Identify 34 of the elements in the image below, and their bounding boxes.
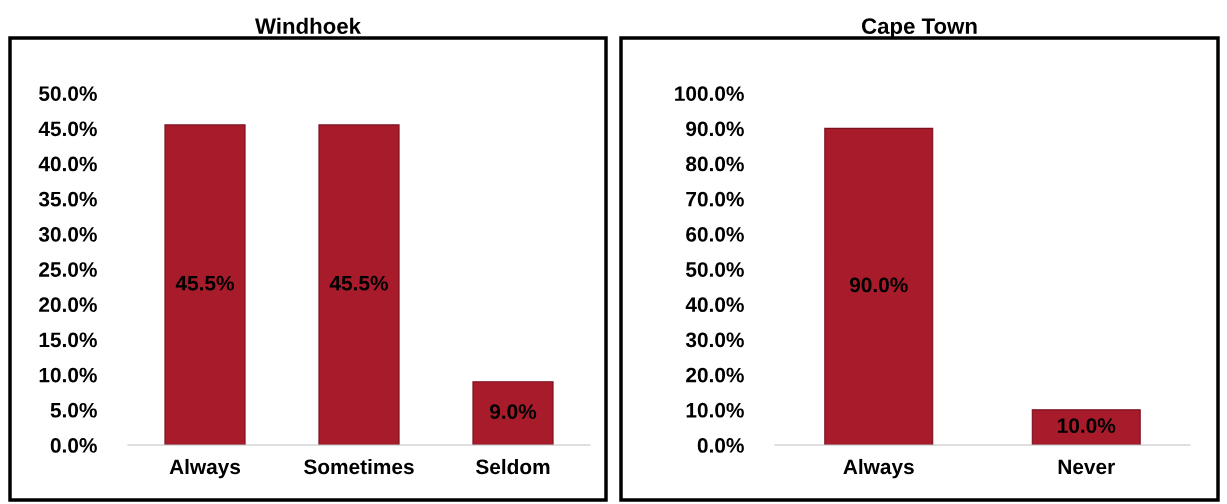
data-label: 9.0% [489, 404, 537, 419]
y-tick-label: 20.0% [686, 367, 744, 383]
x-tick-label: Never [1058, 459, 1115, 475]
y-tick-label: 45.0% [38, 121, 97, 137]
y-tick-label: 70.0% [686, 191, 744, 207]
y-tick-label: 20.0% [39, 297, 97, 313]
data-label: 45.5% [329, 275, 388, 291]
y-tick-label: 5.0% [50, 402, 97, 418]
y-tick-label: 60.0% [686, 226, 744, 242]
y-tick-label: 80.0% [686, 156, 744, 172]
y-tick-label: 30.0% [38, 226, 97, 242]
y-tick-label: 50.0% [39, 86, 97, 101]
y-tick-label: 10.0% [686, 402, 744, 418]
y-tick-label: 30.0% [685, 332, 744, 348]
x-tick-label: Always [843, 458, 914, 479]
data-label: 45.5% [175, 275, 234, 291]
chart-title: Windhoek [255, 17, 362, 34]
y-tick-label: 10.0% [39, 367, 97, 383]
y-tick-label: 35.0% [38, 191, 97, 207]
y-tick-label: 90.0% [686, 121, 744, 137]
y-tick-label: 0.0% [697, 438, 744, 453]
y-tick-label: 15.0% [39, 332, 97, 348]
data-label: 90.0% [849, 277, 908, 293]
x-tick-label: Always [169, 458, 241, 479]
y-tick-label: 100.0% [675, 86, 744, 101]
y-tick-label: 40.0% [685, 297, 744, 313]
data-label: 10.0% [1058, 418, 1116, 434]
y-tick-label: 0.0% [50, 438, 97, 453]
x-tick-label: Seldom [475, 458, 550, 475]
x-tick-label: Sometimes [304, 458, 414, 475]
chart-title: Cape Town [861, 18, 977, 39]
y-tick-label: 50.0% [686, 262, 744, 277]
y-tick-label: 25.0% [39, 262, 97, 277]
y-tick-label: 40.0% [38, 156, 97, 172]
